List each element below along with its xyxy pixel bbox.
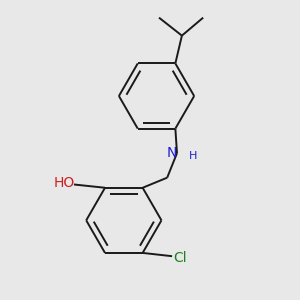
- Text: N: N: [167, 146, 177, 160]
- Text: Cl: Cl: [173, 251, 187, 265]
- Text: HO: HO: [53, 176, 75, 190]
- Text: H: H: [189, 152, 197, 161]
